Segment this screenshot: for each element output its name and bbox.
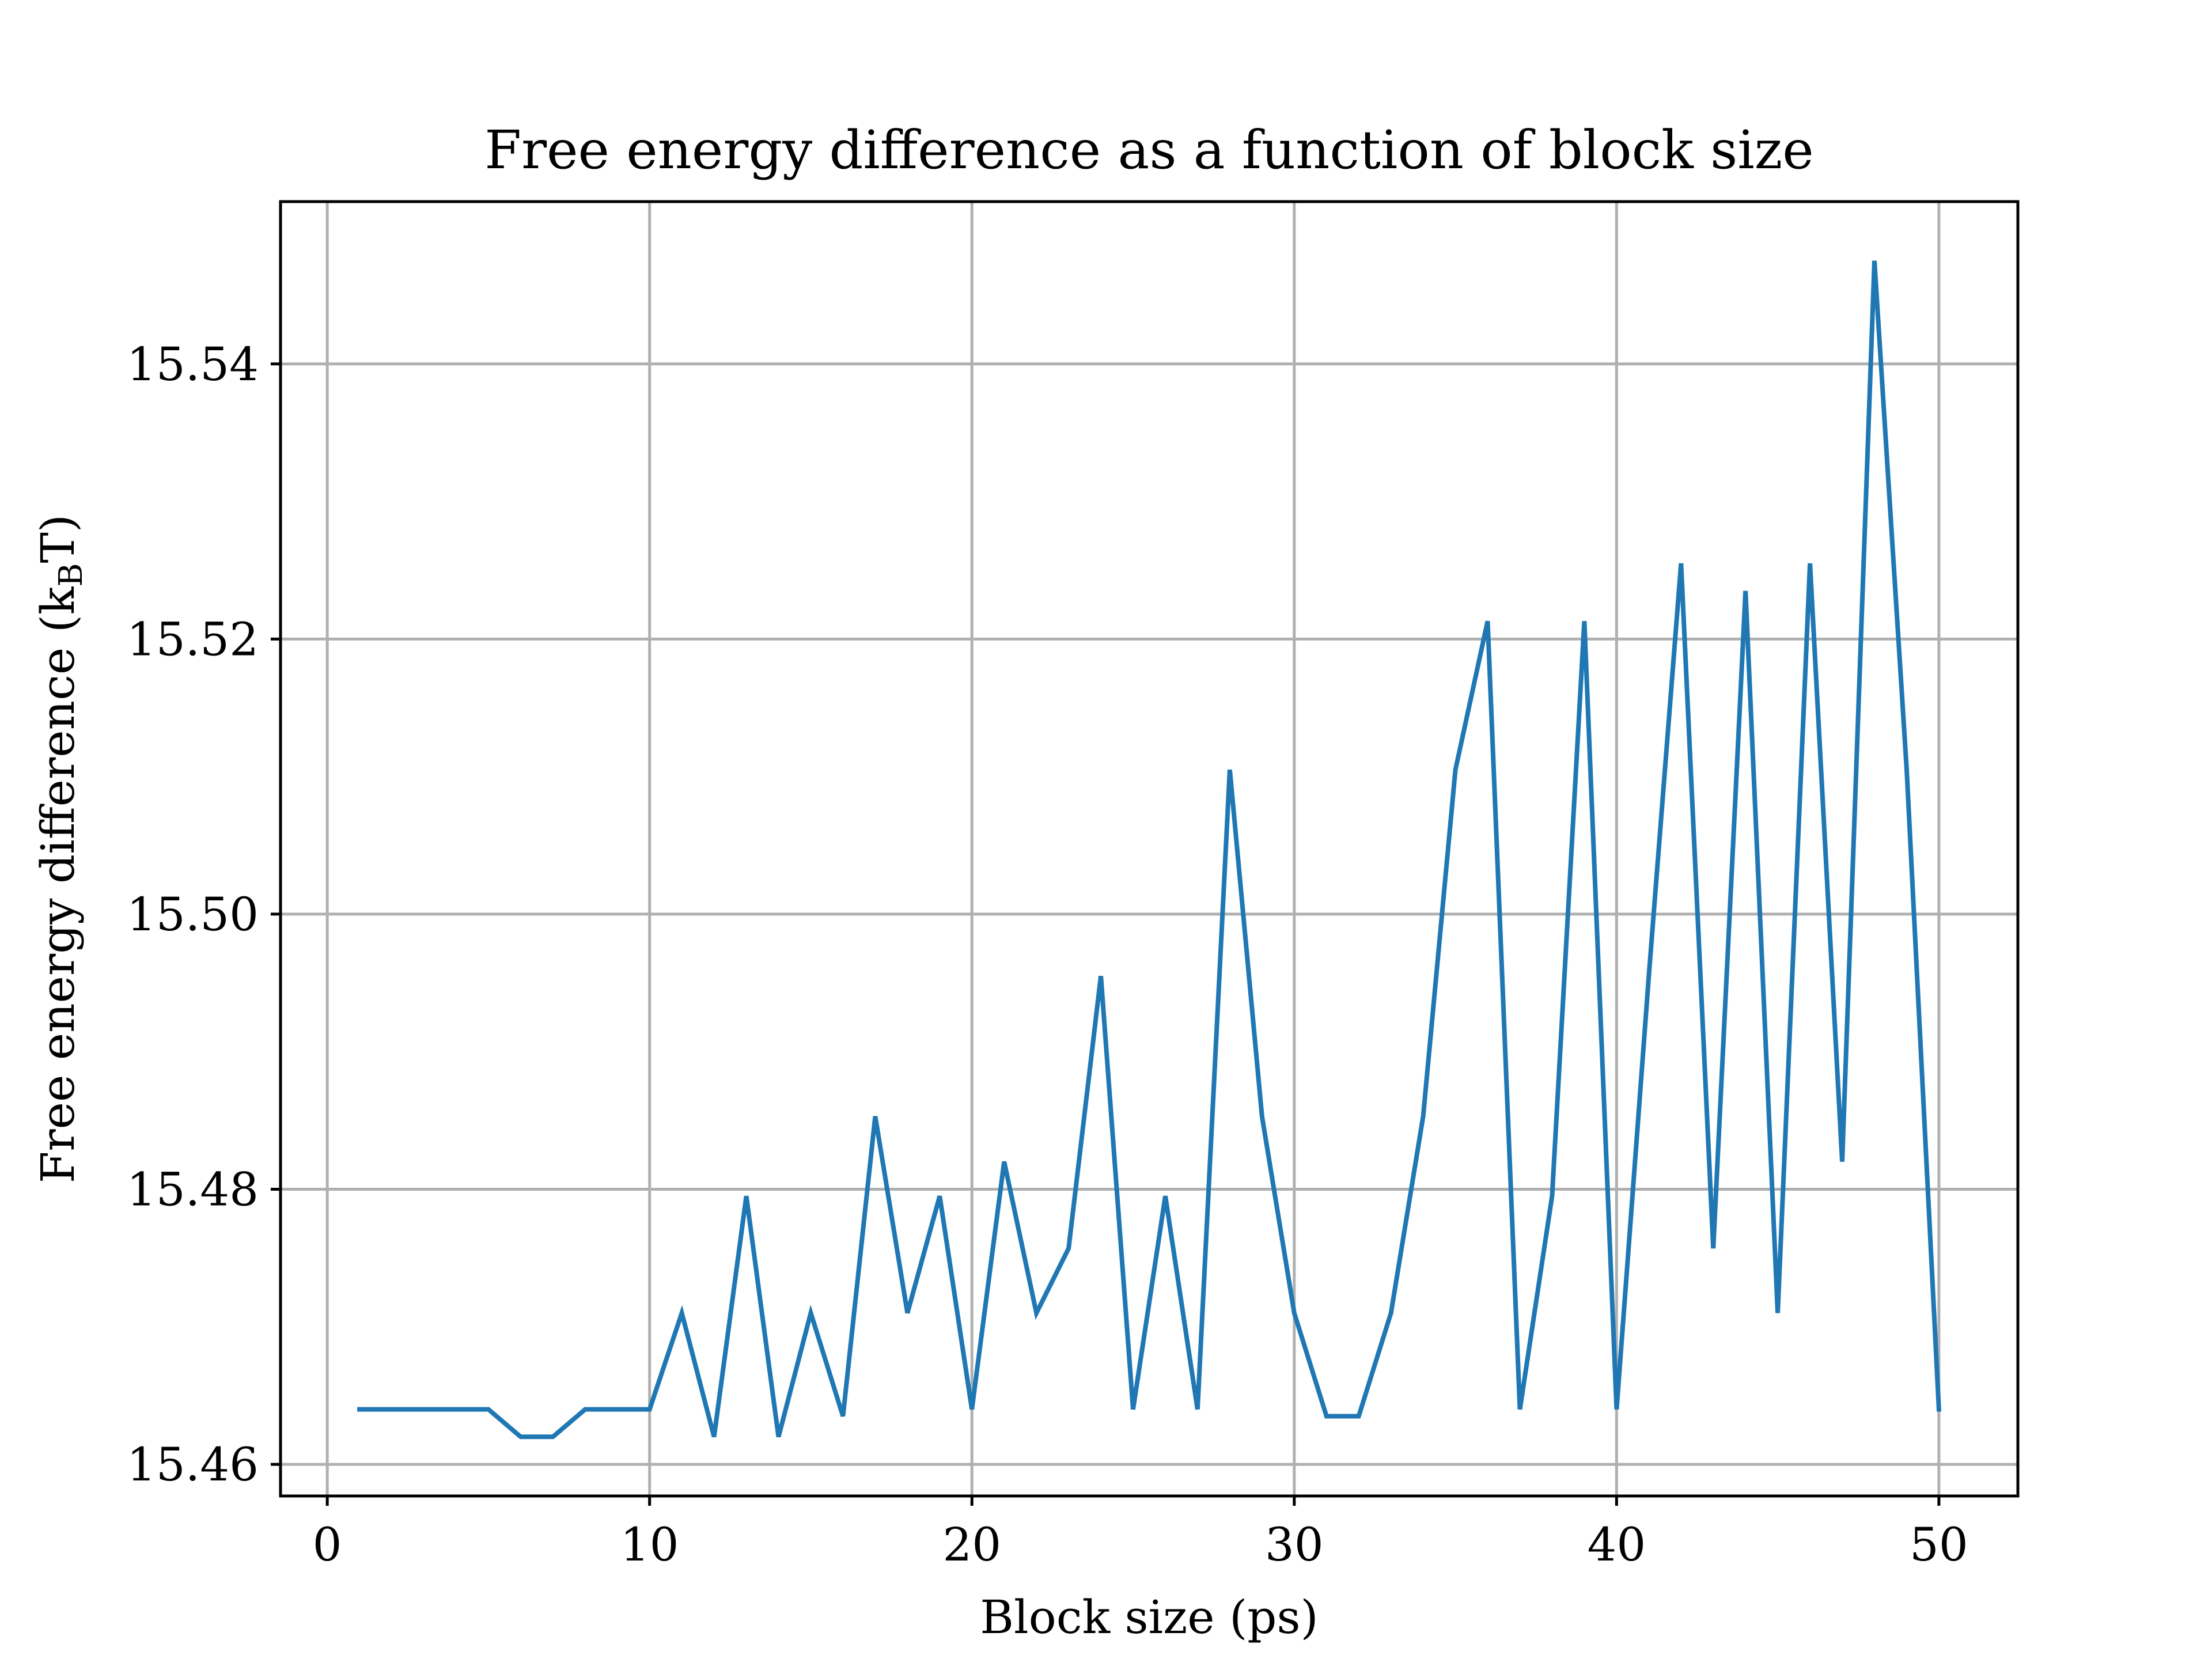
y-axis-label-main: Free energy difference (k <box>31 586 85 1183</box>
y-axis-label-tail: T) <box>31 514 85 563</box>
x-tick-label: 10 <box>620 1518 679 1571</box>
x-tick-label: 50 <box>1910 1518 1968 1571</box>
y-tick-label: 15.54 <box>127 338 259 391</box>
x-axis-label: Block size (ps) <box>980 1590 1319 1644</box>
y-axis-ticks: 15.46 15.48 15.50 15.52 15.54 <box>127 338 281 1491</box>
x-tick-label: 40 <box>1587 1518 1646 1571</box>
y-tick-label: 15.50 <box>127 888 259 941</box>
x-tick-label: 20 <box>942 1518 1001 1571</box>
y-axis-label: Free energy difference (kBT) <box>31 514 90 1183</box>
grid <box>281 202 2018 1496</box>
x-tick-label: 30 <box>1265 1518 1324 1571</box>
y-tick-label: 15.48 <box>127 1163 259 1217</box>
y-axis-label-subscript: B <box>52 563 90 586</box>
y-tick-label: 15.46 <box>127 1438 259 1491</box>
x-tick-label: 0 <box>313 1518 342 1571</box>
chart-title: Free energy difference as a function of … <box>484 119 1813 181</box>
y-tick-label: 15.52 <box>127 612 259 666</box>
series-line <box>357 260 1942 1440</box>
series-group <box>357 260 1942 1440</box>
axes-frame <box>279 200 2020 1498</box>
x-axis-ticks: 0 10 20 30 40 50 <box>313 1496 1968 1571</box>
